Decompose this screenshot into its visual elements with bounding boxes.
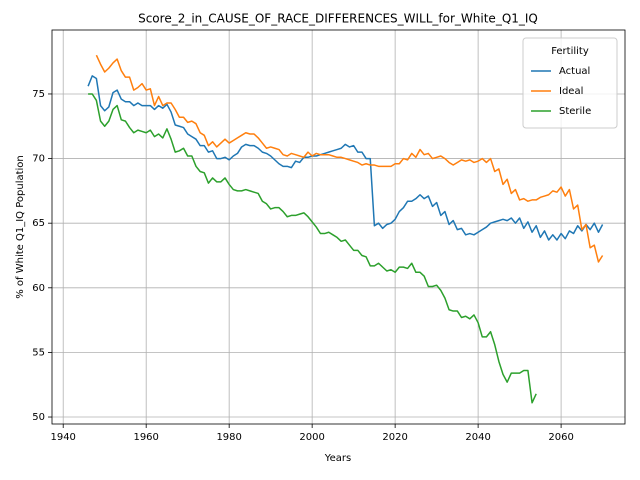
legend: Fertility Actual Ideal Sterile — [522, 37, 618, 129]
y-tick-label: 75 — [32, 89, 45, 100]
x-tick-label: 2000 — [299, 432, 324, 443]
legend-label: Sterile — [559, 106, 591, 117]
x-tick-label: 1980 — [216, 432, 241, 443]
y-axis-label: % of White Q1_IQ Population — [15, 155, 26, 299]
line-series — [88, 93, 537, 404]
y-tick-label: 65 — [32, 218, 45, 229]
x-tick-label: 2020 — [382, 432, 407, 443]
legend-label: Actual — [559, 66, 590, 77]
line-series — [87, 75, 604, 241]
plot-frame — [51, 29, 626, 425]
chart-title: Score_2_in_CAUSE_OF_RACE_DIFFERENCES_WIL… — [138, 12, 538, 26]
y-tick-label: 70 — [32, 154, 45, 165]
y-tick-label: 60 — [32, 283, 45, 294]
line-series — [95, 54, 604, 263]
legend-title: Fertility — [551, 46, 589, 57]
y-tick-label: 50 — [32, 412, 45, 423]
x-tick-label: 2060 — [548, 432, 573, 443]
legend-label: Ideal — [559, 86, 583, 97]
x-tick-label: 2040 — [465, 432, 490, 443]
x-tick-label: 1960 — [133, 432, 158, 443]
y-tick-label: 55 — [32, 347, 45, 358]
x-axis-label: Years — [324, 453, 351, 464]
x-tick-label: 1940 — [50, 432, 75, 443]
legend-box — [522, 37, 618, 129]
